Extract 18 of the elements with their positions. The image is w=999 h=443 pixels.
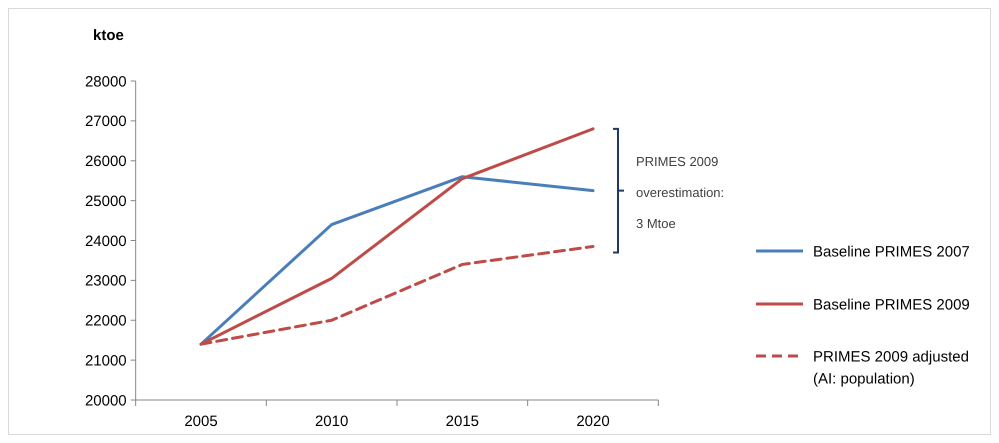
- y-tick-label: 21000: [84, 352, 127, 370]
- y-tick-label: 27000: [84, 113, 127, 130]
- y-tick-label: 25000: [84, 192, 127, 210]
- y-tick-label: 22000: [84, 312, 127, 330]
- y-tick-label: 26000: [84, 153, 127, 170]
- x-tick-label: 2005: [184, 413, 218, 430]
- y-tick-label: 23000: [84, 272, 127, 290]
- y-tick-label: 28000: [84, 73, 127, 90]
- y-tick-label: 24000: [84, 232, 127, 250]
- x-tick-label: 2020: [576, 413, 610, 430]
- x-tick-label: 2015: [446, 413, 480, 430]
- text: PRIMES 2009 overestimation: 3 Mtoe: [636, 154, 724, 231]
- legend-label: Baseline PRIMES 2009: [813, 296, 970, 314]
- legend-label: PRIMES 2009 adjusted (AI: population): [813, 348, 969, 388]
- legend-label: Baseline PRIMES 2007: [813, 243, 970, 260]
- y-tick-label: 20000: [84, 392, 127, 410]
- y-axis-title: ktoe: [93, 27, 124, 44]
- x-tick-label: 2010: [314, 413, 348, 430]
